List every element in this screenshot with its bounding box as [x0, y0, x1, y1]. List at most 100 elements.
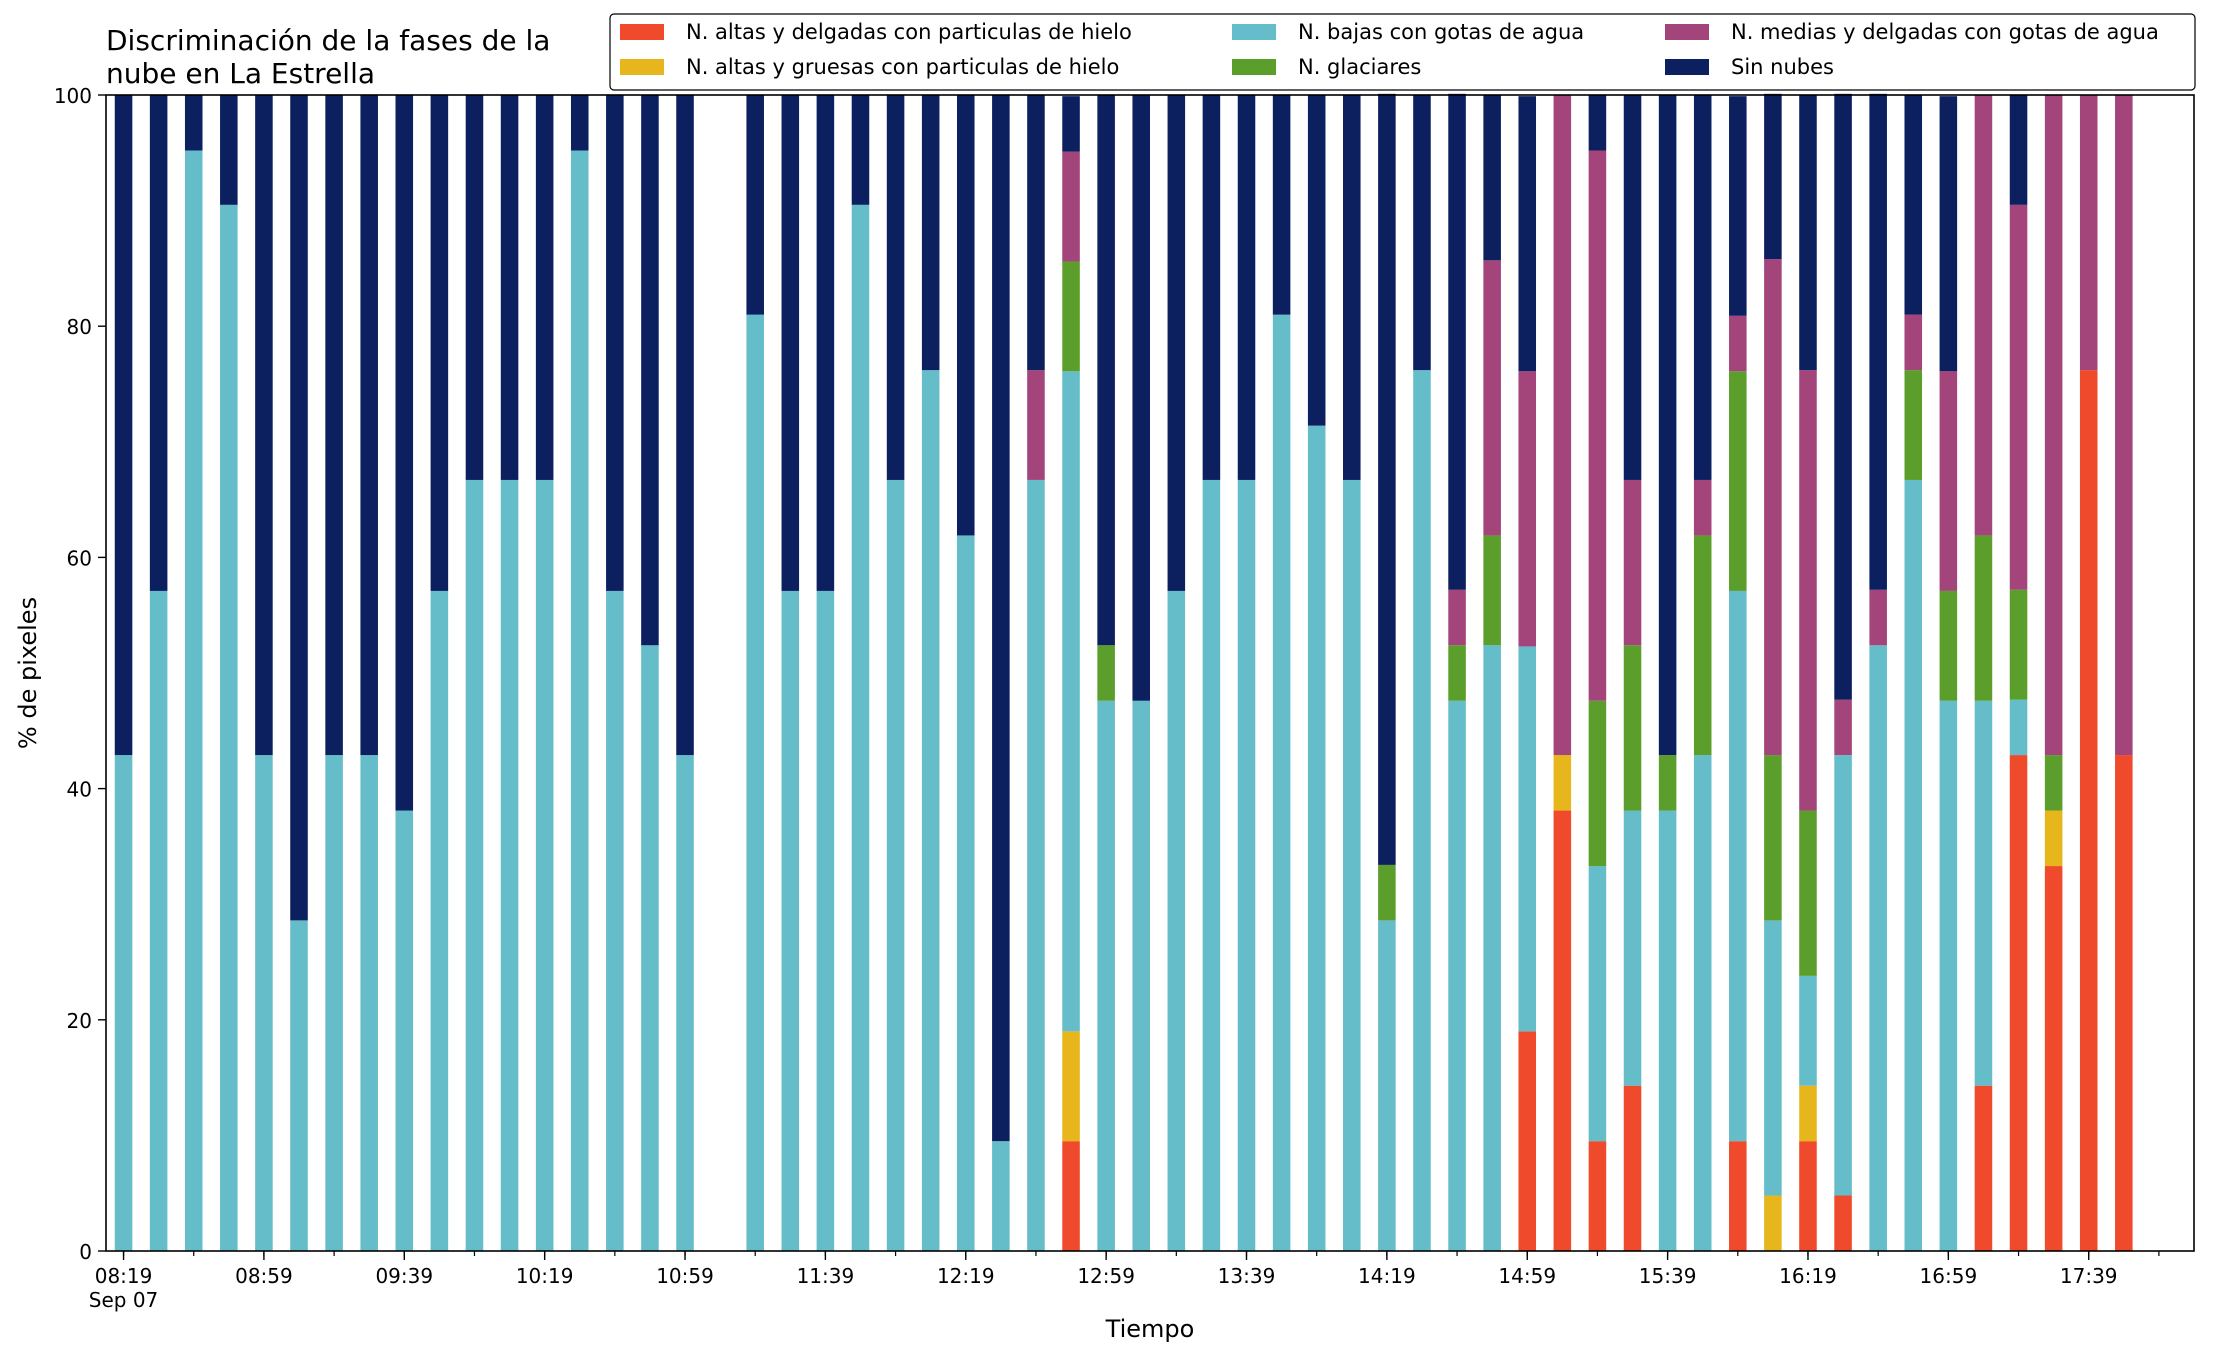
bar-segment — [921, 95, 940, 371]
legend-label: N. medias y delgadas con gotas de agua — [1731, 20, 2159, 44]
bar-segment — [1483, 260, 1501, 536]
bar-segment — [1553, 755, 1572, 811]
bar-segment — [781, 95, 800, 591]
bar-segment — [2044, 866, 2063, 1251]
bars-layer — [114, 93, 2133, 1252]
bar-segment — [1378, 920, 1396, 1251]
bar-segment — [220, 95, 238, 205]
x-tick-label: 16:19 — [1779, 1264, 1837, 1288]
plot-frame — [105, 94, 2195, 1252]
bar-segment — [1693, 755, 1712, 1251]
bar-segment — [149, 95, 168, 591]
legend-swatch — [620, 24, 664, 40]
bar-segment — [1729, 590, 1747, 1142]
bar-segment — [1343, 95, 1361, 480]
bar-segment — [1799, 1141, 1817, 1251]
bar-segment — [1834, 755, 1852, 1196]
bar-segment — [1413, 370, 1431, 1251]
bar-segment — [1027, 479, 1045, 1251]
bar-segment — [1378, 864, 1396, 921]
bar-segment — [360, 755, 378, 1251]
legend-swatch — [620, 59, 664, 75]
bar-segment — [1167, 95, 1186, 591]
bar-segment — [1448, 645, 1466, 701]
bar-segment — [921, 370, 940, 1251]
bar-segment — [1623, 479, 1642, 646]
bar-segment — [1483, 645, 1501, 1251]
y-tick-label: 60 — [67, 546, 92, 570]
x-tick-label: 08:19 — [95, 1264, 153, 1288]
bar-segment — [886, 95, 905, 480]
bar-segment — [1729, 371, 1747, 591]
bar-segment — [1097, 700, 1115, 1251]
bar-segment — [535, 479, 554, 1251]
legend-box — [609, 13, 2196, 91]
legend-swatch — [1232, 59, 1276, 75]
bar-segment — [1588, 700, 1607, 867]
bar-segment — [114, 755, 133, 1251]
bar-segment — [2044, 95, 2063, 756]
bar-segment — [1974, 95, 1993, 536]
bar-segment — [570, 150, 589, 1251]
legend-label: N. glaciares — [1298, 55, 1421, 79]
bar-segment — [2009, 589, 2028, 700]
bar-segment — [1764, 1195, 1782, 1251]
legend-label: N. altas y gruesas con particulas de hie… — [686, 55, 1119, 79]
bar-segment — [1027, 95, 1045, 371]
x-tick-label: 15:39 — [1639, 1264, 1697, 1288]
bar-segment — [255, 95, 273, 756]
bar-segment — [1448, 700, 1466, 1251]
bar-segment — [746, 95, 764, 315]
bar-segment — [465, 479, 484, 1251]
bar-segment — [2009, 755, 2028, 1251]
x-tick-label: 12:59 — [1077, 1264, 1135, 1288]
legend-swatch — [1665, 59, 1709, 75]
bar-segment — [1448, 589, 1466, 646]
bar-segment — [114, 95, 133, 756]
bar-segment — [886, 479, 905, 1251]
bar-segment — [570, 95, 589, 151]
bar-segment — [1658, 810, 1677, 1251]
bar-segment — [1272, 95, 1291, 315]
bar-segment — [1272, 314, 1291, 1251]
x-tick-label: 09:39 — [375, 1264, 433, 1288]
y-tick-label: 80 — [67, 315, 92, 339]
bar-segment — [1834, 1195, 1852, 1251]
bar-segment — [1904, 479, 1923, 1251]
bar-segment — [1799, 810, 1817, 976]
bar-segment — [184, 95, 203, 151]
bar-segment — [395, 810, 414, 1251]
bar-segment — [992, 1141, 1010, 1251]
bar-segment — [1729, 315, 1747, 372]
bar-segment — [1974, 535, 1993, 701]
bar-segment — [676, 755, 694, 1251]
bar-segment — [2044, 755, 2063, 811]
bar-segment — [1764, 920, 1782, 1196]
x-tick-label: 17:39 — [2060, 1264, 2118, 1288]
bar-segment — [1588, 95, 1607, 151]
bar-segment — [1062, 371, 1080, 1032]
bar-segment — [430, 95, 449, 591]
bar-segment — [1693, 535, 1712, 756]
bar-segment — [1693, 479, 1712, 536]
bar-segment — [149, 590, 168, 1251]
bar-segment — [1834, 699, 1852, 756]
bar-segment — [1904, 314, 1923, 371]
bar-segment — [1729, 96, 1747, 316]
bar-segment — [500, 479, 519, 1251]
bar-segment — [1623, 95, 1642, 480]
bar-segment — [325, 95, 343, 756]
y-axis-label: % de pixeles — [14, 597, 42, 749]
legend: N. altas y delgadas con particulas de hi… — [609, 13, 2196, 91]
x-tick-label: 11:39 — [797, 1264, 855, 1288]
bar-segment — [290, 920, 308, 1251]
x-tick-sublabel: Sep 07 — [89, 1288, 159, 1312]
bar-segment — [1799, 975, 1817, 1086]
bar-segment — [2115, 755, 2133, 1251]
bar-segment — [2009, 204, 2028, 590]
bar-segment — [1974, 1085, 1993, 1251]
bar-segment — [1623, 810, 1642, 1086]
bar-segment — [395, 95, 414, 811]
y-tick-label: 20 — [67, 1009, 92, 1033]
